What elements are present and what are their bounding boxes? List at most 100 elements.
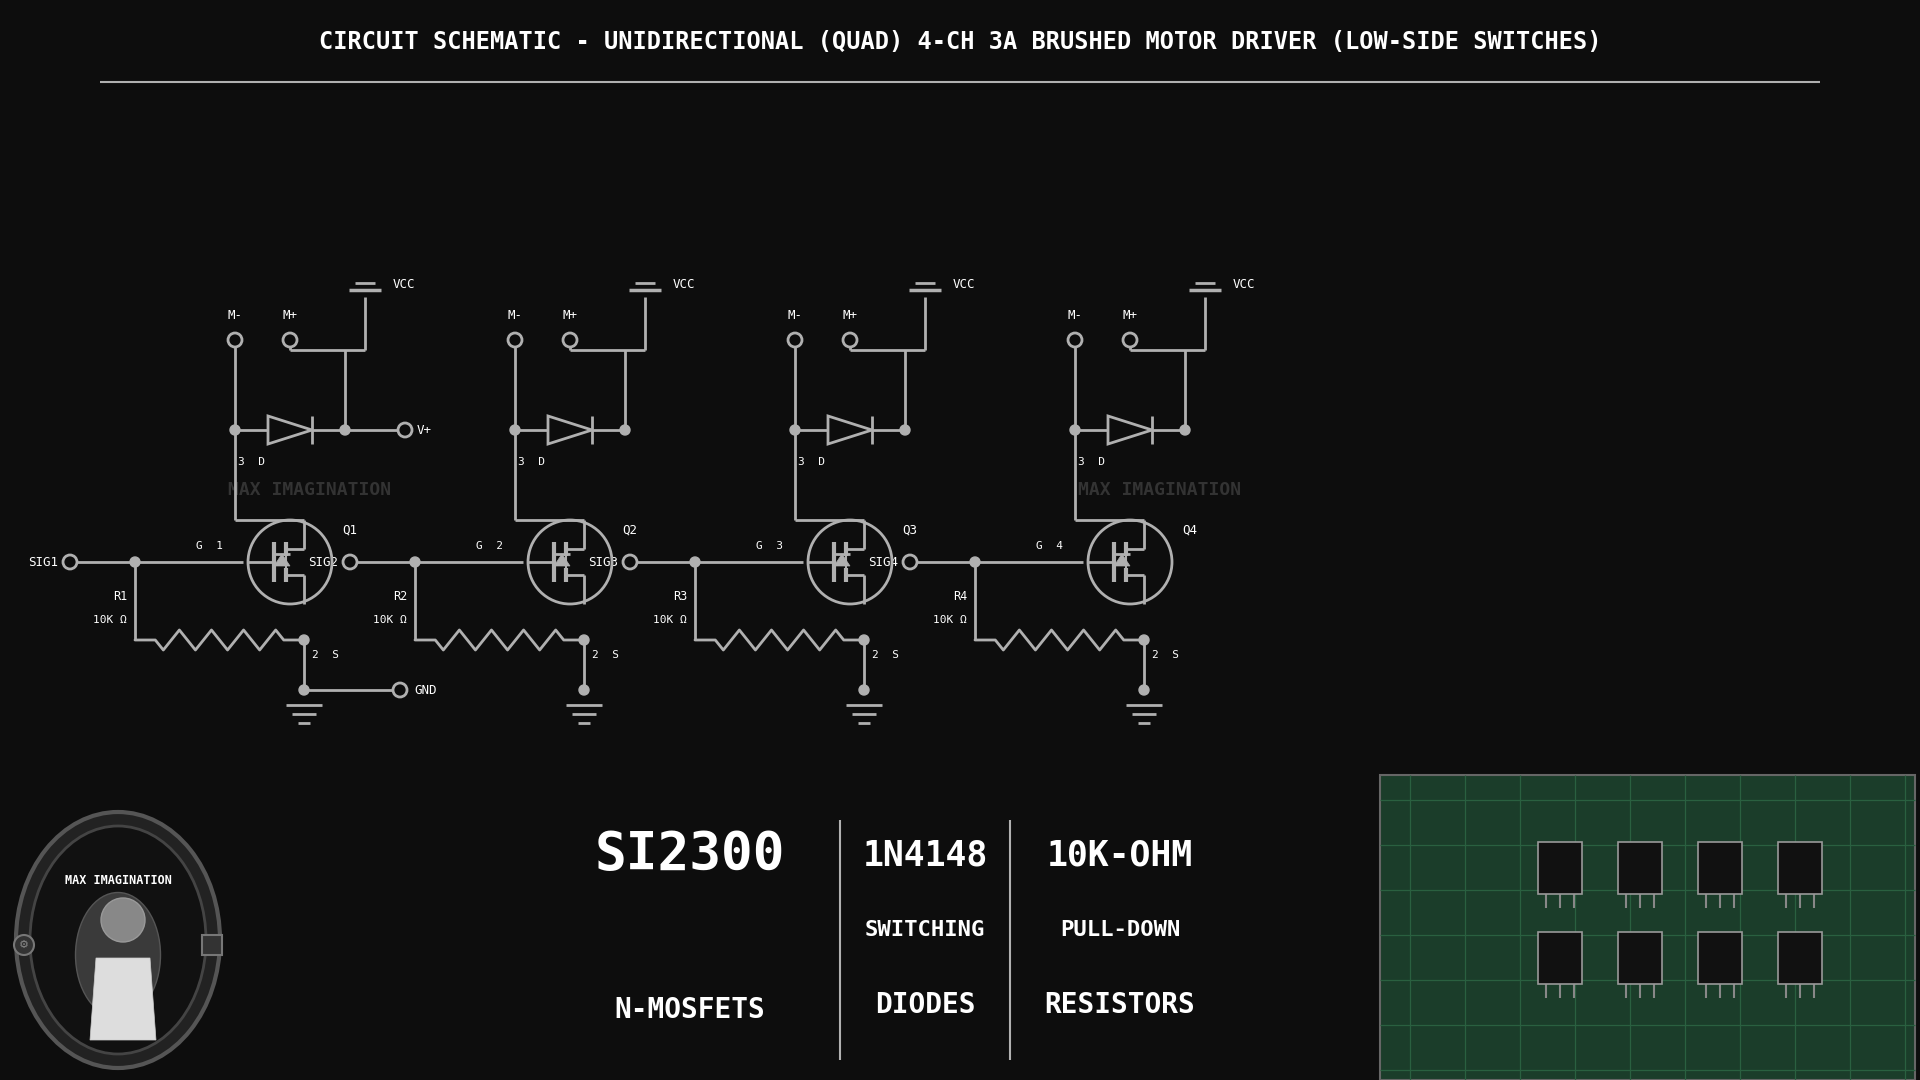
Text: SWITCHING: SWITCHING — [864, 920, 985, 940]
Text: SIG4: SIG4 — [868, 555, 899, 568]
Text: G  1: G 1 — [196, 541, 223, 551]
Text: 3  D: 3 D — [518, 457, 545, 467]
Polygon shape — [275, 554, 290, 566]
Text: 3  D: 3 D — [238, 457, 265, 467]
Bar — [1778, 842, 1822, 894]
Text: MAX IMAGINATION: MAX IMAGINATION — [65, 875, 171, 888]
Text: MAX IMAGINATION: MAX IMAGINATION — [1079, 481, 1242, 499]
Text: 2  S: 2 S — [591, 650, 618, 660]
Bar — [1619, 842, 1663, 894]
Circle shape — [300, 635, 309, 645]
Circle shape — [900, 426, 910, 435]
Text: M+: M+ — [1123, 309, 1137, 322]
Text: MAX IMAGINATION: MAX IMAGINATION — [228, 481, 392, 499]
Text: G  2: G 2 — [476, 541, 503, 551]
Circle shape — [511, 426, 520, 435]
Text: N-MOSFETS: N-MOSFETS — [614, 996, 766, 1024]
Text: M-: M- — [1068, 309, 1083, 322]
Text: 10K Ω: 10K Ω — [94, 615, 127, 625]
Circle shape — [580, 685, 589, 696]
Ellipse shape — [15, 812, 221, 1068]
Circle shape — [13, 935, 35, 955]
Text: SIG2: SIG2 — [307, 555, 338, 568]
Text: Q1: Q1 — [342, 524, 357, 537]
Circle shape — [620, 426, 630, 435]
Circle shape — [1181, 426, 1190, 435]
Text: 10K Ω: 10K Ω — [933, 615, 968, 625]
Text: VCC: VCC — [674, 279, 695, 292]
Circle shape — [843, 333, 856, 347]
Circle shape — [1068, 333, 1083, 347]
Circle shape — [689, 557, 701, 567]
Circle shape — [902, 555, 918, 569]
Text: Q4: Q4 — [1183, 524, 1196, 537]
Text: 10K-OHM: 10K-OHM — [1046, 838, 1192, 872]
Polygon shape — [90, 958, 156, 1040]
Text: M-: M- — [787, 309, 803, 322]
Text: RESISTORS: RESISTORS — [1044, 991, 1196, 1020]
Circle shape — [411, 557, 420, 567]
Text: R4: R4 — [952, 591, 968, 604]
Text: ⚙: ⚙ — [19, 940, 29, 950]
Text: M+: M+ — [282, 309, 298, 322]
Text: M+: M+ — [563, 309, 578, 322]
Text: R3: R3 — [672, 591, 687, 604]
Circle shape — [787, 333, 803, 347]
Text: M-: M- — [227, 309, 242, 322]
Text: 2  S: 2 S — [872, 650, 899, 660]
Text: 2  S: 2 S — [1152, 650, 1179, 660]
Text: 10K Ω: 10K Ω — [653, 615, 687, 625]
Text: PULL-DOWN: PULL-DOWN — [1060, 920, 1181, 940]
Circle shape — [789, 426, 801, 435]
Text: G  4: G 4 — [1037, 541, 1064, 551]
Circle shape — [970, 557, 979, 567]
Circle shape — [300, 685, 309, 696]
Text: 10K Ω: 10K Ω — [372, 615, 407, 625]
Circle shape — [228, 333, 242, 347]
Text: 3  D: 3 D — [799, 457, 826, 467]
Polygon shape — [555, 554, 570, 566]
Polygon shape — [1114, 554, 1131, 566]
Circle shape — [580, 635, 589, 645]
Text: SIG1: SIG1 — [29, 555, 58, 568]
Circle shape — [63, 555, 77, 569]
Text: R2: R2 — [394, 591, 407, 604]
Circle shape — [230, 426, 240, 435]
Circle shape — [131, 557, 140, 567]
Circle shape — [509, 333, 522, 347]
Bar — [1697, 932, 1741, 984]
Text: SI2300: SI2300 — [595, 829, 785, 881]
Circle shape — [1069, 426, 1079, 435]
Circle shape — [858, 685, 870, 696]
Circle shape — [102, 897, 146, 942]
Circle shape — [340, 426, 349, 435]
Circle shape — [1123, 333, 1137, 347]
Text: VCC: VCC — [1233, 279, 1256, 292]
Circle shape — [397, 423, 413, 437]
Text: DIODES: DIODES — [876, 991, 975, 1020]
Bar — [1538, 932, 1582, 984]
Polygon shape — [833, 554, 851, 566]
Circle shape — [563, 333, 578, 347]
Circle shape — [282, 333, 298, 347]
Text: 1N4148: 1N4148 — [862, 838, 987, 872]
Circle shape — [344, 555, 357, 569]
Ellipse shape — [31, 826, 205, 1054]
Text: VCC: VCC — [952, 279, 975, 292]
Ellipse shape — [75, 892, 161, 1017]
Text: G  3: G 3 — [756, 541, 783, 551]
Text: SIG3: SIG3 — [588, 555, 618, 568]
Text: M-: M- — [507, 309, 522, 322]
Bar — [1619, 932, 1663, 984]
Text: Q3: Q3 — [902, 524, 918, 537]
Bar — [1778, 932, 1822, 984]
Bar — [1697, 842, 1741, 894]
Text: R1: R1 — [113, 591, 127, 604]
Circle shape — [1139, 635, 1148, 645]
Bar — [1380, 775, 1914, 1080]
Text: CIRCUIT SCHEMATIC - UNIDIRECTIONAL (QUAD) 4-CH 3A BRUSHED MOTOR DRIVER (LOW-SIDE: CIRCUIT SCHEMATIC - UNIDIRECTIONAL (QUAD… — [319, 30, 1601, 54]
Circle shape — [1139, 685, 1148, 696]
Text: 3  D: 3 D — [1077, 457, 1106, 467]
Text: V+: V+ — [417, 423, 432, 436]
Text: 2  S: 2 S — [311, 650, 340, 660]
